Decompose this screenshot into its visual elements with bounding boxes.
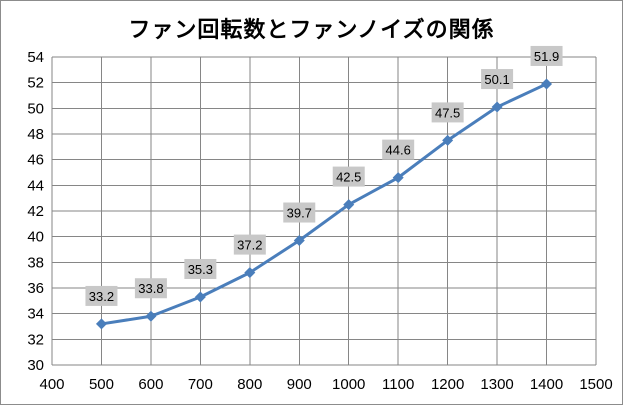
data-label-box bbox=[184, 258, 217, 279]
data-point-marker bbox=[541, 78, 553, 90]
data-point-marker bbox=[244, 267, 256, 279]
data-label: 50.1 bbox=[484, 72, 509, 87]
data-label: 51.9 bbox=[534, 49, 559, 64]
data-label: 39.7 bbox=[287, 206, 312, 221]
data-label-box bbox=[481, 69, 514, 90]
y-tick-label-34: 34 bbox=[27, 306, 44, 323]
data-label: 37.2 bbox=[237, 238, 262, 253]
data-label-box bbox=[382, 139, 415, 160]
x-tick-label-1500: 1500 bbox=[579, 376, 612, 393]
data-label: 42.5 bbox=[336, 170, 361, 185]
data-point-marker bbox=[293, 235, 305, 247]
data-point-marker bbox=[194, 291, 206, 303]
data-label-box bbox=[332, 166, 365, 187]
data-label-box bbox=[431, 102, 464, 123]
x-tick-label-1300: 1300 bbox=[480, 376, 513, 393]
y-tick-label-54: 54 bbox=[27, 49, 44, 66]
data-point-marker bbox=[491, 101, 503, 113]
y-tick-label-30: 30 bbox=[27, 357, 44, 374]
x-tick-label-500: 500 bbox=[89, 376, 114, 393]
y-tick-label-52: 52 bbox=[27, 75, 44, 92]
data-label: 33.8 bbox=[138, 281, 163, 296]
x-tick-label-900: 900 bbox=[287, 376, 312, 393]
series-noise bbox=[95, 78, 553, 330]
data-label: 35.3 bbox=[188, 262, 213, 277]
y-tick-label-48: 48 bbox=[27, 126, 44, 143]
data-labels: 33.2 33.8 35.3 37.2 39.7 42.5 44.6 47.5 50.1 51.9 bbox=[85, 45, 563, 306]
chart-title: ファン回転数とファンノイズの関係 bbox=[128, 18, 495, 43]
data-point-marker bbox=[392, 172, 404, 184]
x-tick-label-800: 800 bbox=[237, 376, 262, 393]
x-tick-label-1000: 1000 bbox=[332, 376, 365, 393]
data-label-box bbox=[134, 278, 167, 299]
data-point-marker bbox=[343, 199, 355, 211]
y-tick-label-42: 42 bbox=[27, 203, 44, 220]
data-label: 47.5 bbox=[435, 105, 460, 120]
y-tick-label-50: 50 bbox=[27, 100, 44, 117]
x-tick-label-1100: 1100 bbox=[382, 376, 414, 393]
data-point-marker bbox=[442, 134, 454, 146]
data-label-box bbox=[530, 45, 563, 66]
x-tick-label-1400: 1400 bbox=[530, 376, 563, 393]
data-label: 33.2 bbox=[89, 289, 114, 304]
y-tick-label-36: 36 bbox=[27, 280, 44, 297]
data-label: 44.6 bbox=[386, 143, 411, 158]
y-tick-label-46: 46 bbox=[27, 152, 44, 169]
y-tick-label-38: 38 bbox=[27, 254, 44, 271]
grid-lines bbox=[51, 56, 597, 366]
y-tick-label-44: 44 bbox=[27, 177, 44, 194]
axis-tick-labels: 30 32 34 36 38 40 42 44 46 48 50 52 54 400 500 600 700 80… bbox=[27, 49, 612, 393]
data-label-box bbox=[283, 202, 316, 223]
x-tick-label-600: 600 bbox=[138, 376, 163, 393]
x-tick-label-700: 700 bbox=[188, 376, 213, 393]
y-tick-label-40: 40 bbox=[27, 229, 44, 246]
series-line bbox=[101, 82, 548, 326]
y-tick-label-32: 32 bbox=[27, 331, 44, 348]
x-tick-label-1200: 1200 bbox=[431, 376, 464, 393]
data-label-box bbox=[85, 285, 118, 306]
data-point-marker bbox=[145, 310, 157, 322]
x-tick-label-400: 400 bbox=[39, 376, 64, 393]
data-point-marker bbox=[95, 318, 107, 330]
data-label-box bbox=[233, 234, 266, 255]
